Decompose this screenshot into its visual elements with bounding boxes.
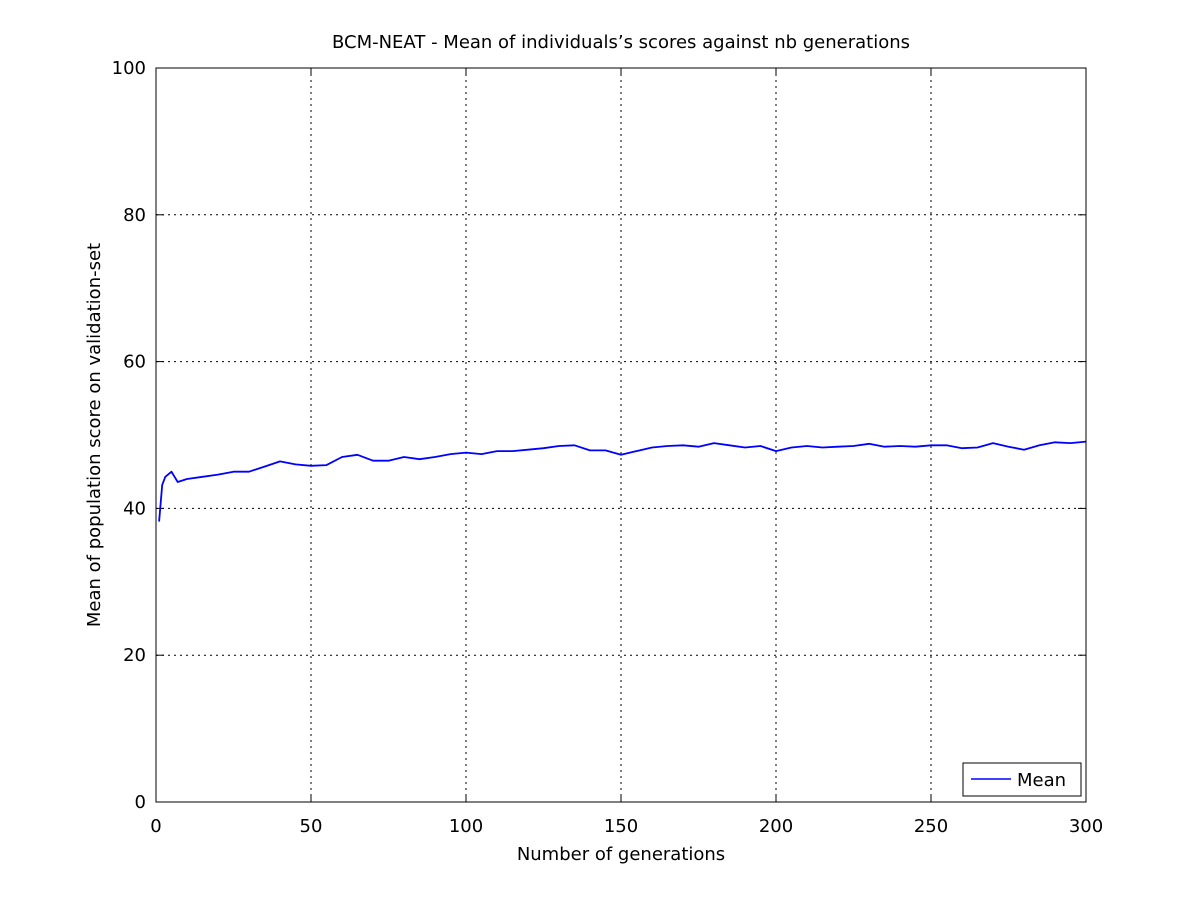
plot-frame [155,67,1087,803]
series-line-mean [158,440,1087,522]
y-tick-label: 100 [112,58,146,79]
legend: Mean [962,762,1082,797]
series-layer [158,440,1087,522]
chart-title: BCM-NEAT - Mean of individuals’s scores … [332,32,910,53]
y-tick-label: 40 [123,498,146,519]
x-tick-label: 250 [914,816,948,837]
y-tick-label: 80 [123,205,146,226]
y-tick-label: 60 [123,352,146,373]
grid [156,68,1086,802]
y-tick-label: 0 [135,792,146,813]
x-tick-label: 150 [604,816,638,837]
legend-label-mean: Mean [1017,770,1066,791]
tick-labels: 0 50 100 150 200 250 300 0 20 40 60 80 100 [112,58,1104,837]
x-tick-label: 100 [449,816,483,837]
x-tick-label: 50 [300,816,323,837]
x-tick-label: 200 [759,816,793,837]
y-tick-label: 20 [123,645,146,666]
x-axis-label: Number of generations [517,844,725,865]
y-axis-label: Mean of population score on validation-s… [84,243,105,627]
x-tick-label: 0 [150,816,161,837]
x-tick-label: 300 [1069,816,1103,837]
